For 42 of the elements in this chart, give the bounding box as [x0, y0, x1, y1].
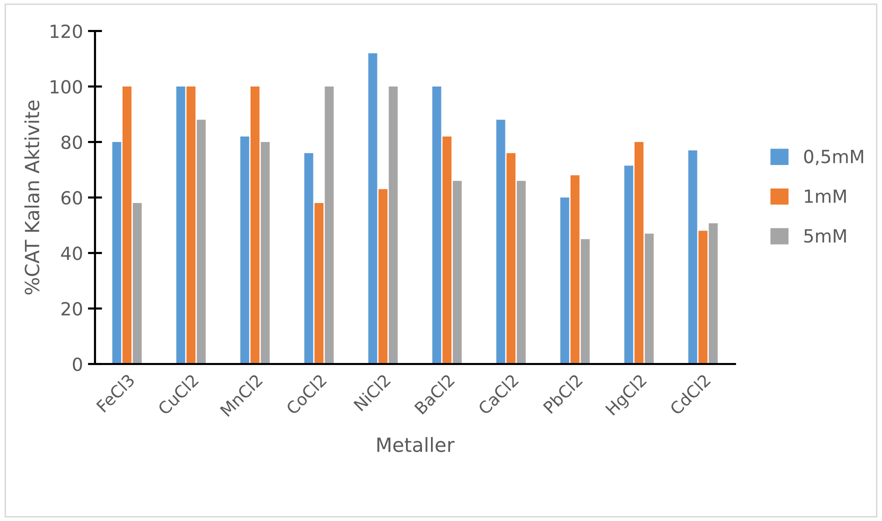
y-tick-label: 120: [50, 24, 82, 38]
bar: [496, 120, 506, 364]
bar: [560, 198, 570, 364]
bar: [452, 180, 462, 364]
bar: [304, 153, 314, 364]
y-tick-label: 40: [61, 246, 82, 260]
y-axis-title: %CAT Kalan Aktivite: [24, 100, 40, 294]
bar: [516, 180, 526, 364]
y-tick-label: 20: [62, 302, 82, 316]
bar: [388, 86, 398, 364]
y-tick-label: 80: [61, 135, 82, 150]
bar: [698, 230, 708, 364]
bar: [634, 142, 644, 364]
bar: [260, 142, 270, 364]
bar: [240, 136, 250, 364]
bar: [688, 150, 698, 364]
bar: [624, 166, 634, 364]
bar: [580, 239, 590, 364]
bar: [186, 86, 196, 364]
legend-label: 1mM: [804, 190, 846, 203]
y-tick-label: 0: [72, 357, 82, 372]
y-tick-label: 100: [50, 80, 82, 94]
y-tick-label: 60: [61, 190, 82, 205]
bar: [176, 86, 186, 364]
bar: [442, 136, 452, 364]
bar: [506, 153, 516, 364]
bar: [122, 86, 132, 364]
bar: [314, 203, 324, 364]
bar: [196, 120, 206, 364]
x-axis-title: Metaller: [377, 437, 455, 452]
bar: [644, 234, 654, 364]
bar: [132, 203, 142, 364]
bar: [570, 175, 580, 364]
legend-label: 5mM: [804, 229, 846, 243]
bar: [324, 86, 334, 364]
bar: [708, 223, 718, 364]
bar: [112, 142, 122, 364]
bar: [250, 86, 260, 364]
bar: [368, 53, 378, 364]
bar: [378, 189, 388, 364]
legend-label: 0,5mM: [804, 150, 864, 166]
bar: [432, 86, 442, 364]
